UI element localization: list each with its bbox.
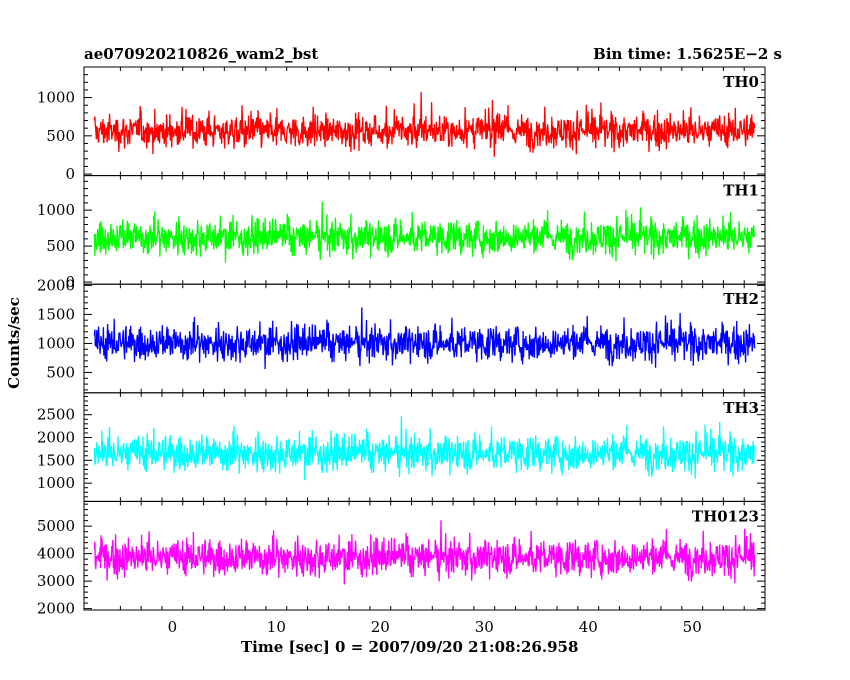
series-th0123-line — [93, 520, 756, 585]
x-tick-label: 20 — [371, 618, 390, 636]
panel-th1: 0 500 1000 TH1 — [37, 175, 766, 291]
panel-th0123: 2000 3000 4000 5000 TH0123 — [37, 500, 766, 618]
x-tick-label: 0 — [168, 618, 178, 636]
panel-th0: 0 500 1000 TH0 — [37, 66, 766, 183]
series-th0-line — [93, 91, 756, 157]
y-tick-label: 1500 — [37, 451, 75, 469]
y-tick-label: 1500 — [37, 305, 75, 323]
chart-title: ae070920210826_wam2_bst — [84, 45, 319, 63]
panel-label-th1: TH1 — [723, 182, 759, 200]
series-th1-line — [93, 201, 756, 263]
y-tick-label: 2000 — [37, 276, 75, 294]
panel-label-th0123: TH0123 — [692, 507, 759, 525]
panel-th3: 1000 1500 2000 2500 TH3 — [37, 392, 766, 502]
x-tick-label: 10 — [267, 618, 286, 636]
y-tick-label: 500 — [46, 237, 75, 255]
x-tick-label: 30 — [475, 618, 494, 636]
y-tick-label: 3000 — [37, 572, 75, 590]
x-tick-label: 50 — [683, 618, 702, 636]
series-th2-line — [93, 307, 756, 370]
y-tick-label: 1000 — [37, 474, 75, 492]
panel-label-th3: TH3 — [723, 399, 759, 417]
panel-label-th2: TH2 — [723, 290, 759, 308]
panel-frame — [83, 500, 766, 611]
y-tick-label: 1000 — [37, 334, 75, 352]
y-axis-label: Counts/sec — [4, 297, 23, 389]
y-tick-label: 0 — [65, 165, 75, 183]
y-tick-label: 0 — [65, 273, 75, 291]
x-tick-label: 40 — [579, 618, 598, 636]
y-tick-label: 1000 — [37, 89, 75, 107]
y-tick-label: 500 — [46, 127, 75, 145]
y-tick-label: 2500 — [37, 406, 75, 424]
y-tick-label: 4000 — [37, 545, 75, 563]
bin-time-label: Bin time: 1.5625E−2 s — [593, 45, 782, 63]
y-tick-label: 1000 — [37, 201, 75, 219]
y-tick-label: 2000 — [37, 429, 75, 447]
y-tick-label: 2000 — [37, 600, 75, 618]
panel-label-th0: TH0 — [723, 73, 759, 91]
series-th3-line — [93, 416, 756, 481]
y-tick-label: 500 — [46, 363, 75, 381]
x-axis-label: Time [sec] 0 = 2007/09/20 21:08:26.958 — [241, 638, 579, 656]
y-tick-label: 5000 — [37, 517, 75, 535]
panel-th2: 500 1000 1500 2000 TH2 — [37, 276, 766, 394]
